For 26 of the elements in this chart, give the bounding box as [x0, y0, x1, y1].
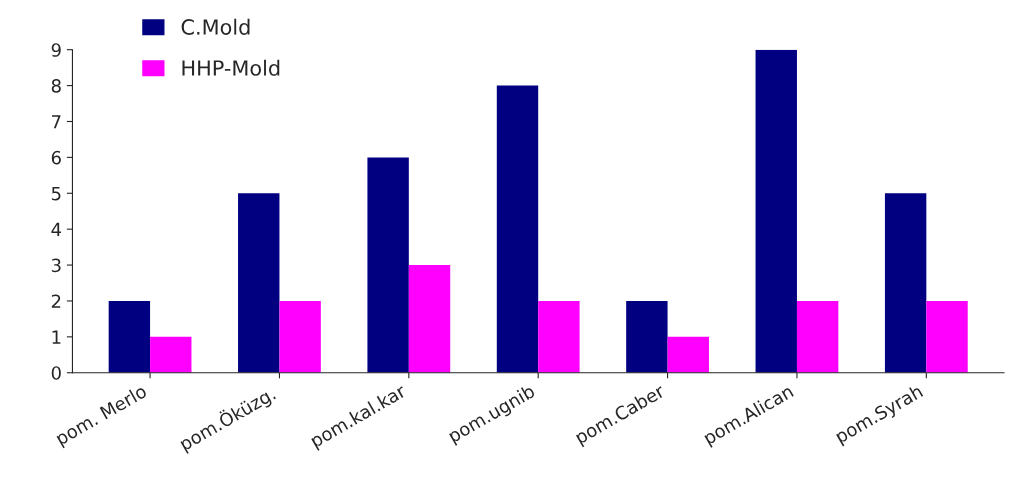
legend-label: C.Mold — [181, 18, 250, 35]
bar — [279, 300, 321, 373]
bar — [626, 300, 668, 373]
y-tick-label: 5 — [51, 186, 61, 201]
y-tick-label: 8 — [51, 79, 61, 93]
y-tick-label: 0 — [51, 366, 61, 380]
bar — [150, 336, 192, 373]
y-tick-label: 2 — [51, 294, 61, 308]
bar — [108, 300, 151, 373]
bar — [755, 49, 797, 373]
bar — [926, 300, 968, 373]
bar — [367, 157, 409, 373]
bar — [667, 336, 709, 373]
y-tick-label: 3 — [51, 258, 61, 273]
y-tick-label: 7 — [52, 115, 61, 129]
y-tick-label: 4 — [51, 222, 62, 237]
y-tick-label: 6 — [51, 150, 61, 165]
bar — [408, 265, 451, 373]
legend-label: HHP-Mold — [182, 59, 280, 76]
bar — [496, 85, 539, 373]
bar — [538, 300, 580, 373]
y-tick-label: 1 — [52, 330, 61, 344]
bar — [238, 193, 280, 373]
bar — [796, 300, 839, 373]
y-tick-label: 9 — [51, 43, 61, 57]
bar — [884, 193, 927, 373]
